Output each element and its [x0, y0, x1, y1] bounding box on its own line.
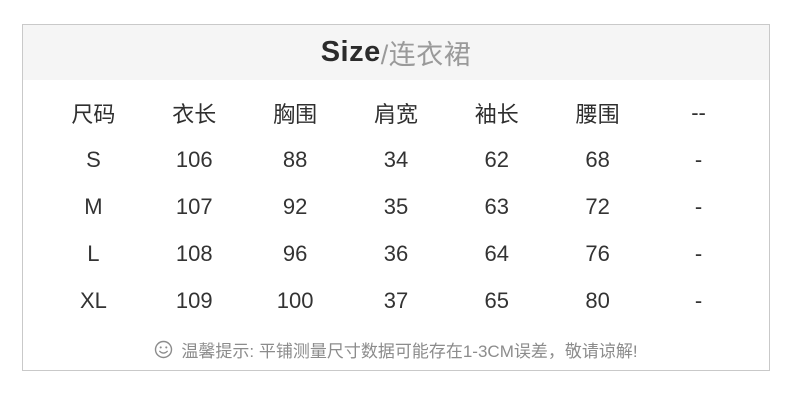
header-size: 尺码	[71, 101, 116, 127]
cell-extra: -	[694, 146, 703, 172]
table-row-l: L 108 96 36 64 76 -	[43, 230, 749, 277]
cell-shoulder: 35	[383, 193, 409, 219]
cell-size: S	[86, 146, 101, 172]
title-band: Size/连衣裙	[23, 25, 769, 80]
cell-sleeve: 65	[484, 287, 510, 313]
header-shoulder: 肩宽	[373, 101, 418, 127]
cell-length: 108	[175, 240, 213, 266]
cell-bust: 88	[282, 146, 308, 172]
header-sleeve: 袖长	[474, 101, 519, 127]
size-table: 尺码 衣长 胸围 肩宽 袖长 腰围 -- S 106 88 34 62 68	[43, 89, 749, 324]
table-header-row: 尺码 衣长 胸围 肩宽 袖长 腰围 --	[43, 89, 749, 136]
title-brand: Size	[320, 36, 381, 68]
cell-sleeve: 64	[484, 240, 510, 266]
table-row-s: S 106 88 34 62 68 -	[43, 136, 749, 183]
size-chart-card: Size/连衣裙 尺码 衣长 胸围 肩宽 袖长 腰围 -- S 106 88	[22, 24, 770, 371]
cell-size: L	[87, 240, 100, 266]
cell-extra: -	[694, 287, 703, 313]
cell-bust: 92	[282, 193, 308, 219]
table-row-xl: XL 109 100 37 65 80 -	[43, 277, 749, 324]
header-waist: 腰围	[575, 101, 620, 127]
cell-length: 109	[175, 287, 213, 313]
cell-bust: 100	[276, 287, 314, 313]
title-product: /连衣裙	[380, 40, 472, 70]
cell-length: 106	[175, 146, 213, 172]
cell-shoulder: 36	[383, 240, 409, 266]
cell-extra: -	[694, 240, 703, 266]
cell-shoulder: 37	[383, 287, 409, 313]
measurement-disclaimer: 温馨提示: 平铺测量尺寸数据可能存在1-3CM误差，敬请谅解!	[23, 337, 769, 362]
header-bust: 胸围	[273, 101, 318, 127]
cell-sleeve: 63	[484, 193, 510, 219]
header-extra: --	[691, 99, 706, 125]
cell-waist: 80	[585, 287, 610, 313]
cell-waist: 76	[585, 240, 610, 266]
cell-waist: 72	[585, 193, 610, 219]
header-length: 衣长	[172, 101, 217, 127]
cell-bust: 96	[282, 240, 308, 266]
cell-waist: 68	[585, 146, 610, 172]
cell-sleeve: 62	[484, 146, 510, 172]
smiley-icon	[155, 340, 173, 359]
table-row-m: M 107 92 35 63 72 -	[43, 183, 749, 230]
cell-size: M	[84, 193, 103, 219]
disclaimer-text: 温馨提示: 平铺测量尺寸数据可能存在1-3CM误差，敬请谅解!	[181, 342, 638, 361]
cell-extra: -	[694, 193, 703, 219]
cell-length: 107	[175, 193, 213, 219]
cell-shoulder: 34	[383, 146, 409, 172]
cell-size: XL	[79, 287, 107, 313]
